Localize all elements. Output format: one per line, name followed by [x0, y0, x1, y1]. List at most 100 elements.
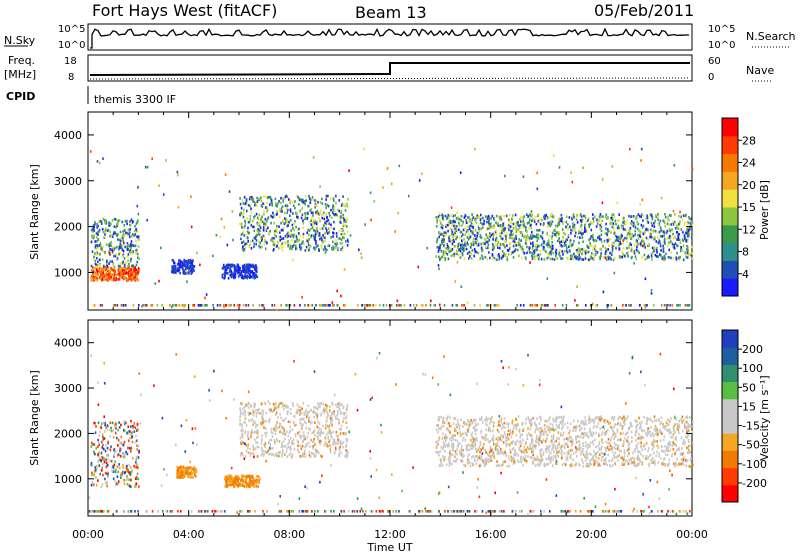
data-point [312, 221, 314, 225]
data-point [483, 222, 485, 226]
data-point [573, 216, 575, 219]
data-point [333, 213, 335, 216]
nsky-label: N.Sky [4, 34, 36, 47]
data-point [266, 208, 269, 212]
data-point [247, 443, 250, 446]
data-point [113, 265, 116, 269]
data-point [226, 243, 229, 247]
data-point [497, 224, 500, 227]
data-point [118, 238, 121, 242]
data-point [474, 228, 477, 232]
data-point [506, 233, 508, 237]
data-point [650, 213, 652, 217]
data-point [316, 412, 319, 416]
data-point [626, 240, 628, 243]
ground-scatter-point [461, 304, 463, 307]
data-point [275, 423, 278, 427]
freq-label-line2: [MHz] [4, 68, 36, 81]
data-point [535, 215, 537, 219]
data-point [319, 434, 322, 437]
data-point [582, 232, 584, 235]
data-point [327, 232, 329, 235]
data-point [248, 483, 251, 487]
data-point [639, 230, 642, 234]
data-point [158, 279, 160, 283]
data-point [101, 483, 104, 486]
data-point [569, 240, 571, 244]
data-point [466, 236, 469, 239]
data-point [447, 257, 450, 261]
data-point [670, 223, 672, 226]
data-point [342, 406, 345, 409]
data-point [542, 223, 545, 226]
data-point [137, 235, 139, 239]
data-point [283, 404, 286, 407]
data-point [254, 479, 257, 483]
data-point [243, 195, 246, 199]
data-point [543, 241, 545, 245]
data-point [321, 197, 323, 201]
data-point [257, 475, 260, 478]
ground-scatter-point [610, 304, 612, 307]
data-point [490, 217, 492, 220]
data-point [505, 232, 508, 235]
data-point [452, 233, 455, 237]
data-point [487, 246, 489, 250]
data-point [331, 419, 333, 422]
ground-scatter-point [169, 304, 171, 307]
data-point [584, 257, 587, 260]
data-point [463, 243, 465, 247]
data-point [490, 233, 493, 237]
data-point [292, 258, 294, 262]
data-point [256, 196, 258, 200]
data-point [109, 260, 111, 263]
data-point [468, 216, 470, 219]
data-point [680, 245, 682, 249]
data-point [188, 474, 190, 478]
data-point [611, 218, 614, 222]
data-point [195, 474, 197, 478]
data-point [318, 422, 321, 425]
data-point [443, 240, 445, 244]
data-point [269, 238, 272, 242]
data-point [309, 445, 311, 448]
data-point [369, 191, 372, 195]
data-point [566, 238, 569, 242]
data-point [551, 440, 553, 444]
data-point [607, 237, 610, 240]
data-point [301, 407, 303, 411]
data-point [113, 269, 115, 272]
data-point [555, 254, 557, 257]
data-point [103, 447, 105, 451]
data-point [270, 438, 272, 442]
data-point [126, 255, 129, 259]
data-point [532, 255, 534, 259]
data-point [104, 235, 106, 238]
data-point [514, 235, 517, 238]
data-point [609, 217, 612, 220]
data-point [461, 253, 464, 257]
data-point [341, 242, 343, 245]
data-point [309, 201, 312, 205]
data-point [487, 214, 490, 218]
data-point [240, 237, 242, 241]
data-point [233, 276, 235, 280]
colorbar-tick-label: 12 [742, 223, 756, 236]
data-point [441, 238, 444, 241]
data-point [126, 483, 129, 486]
data-point [325, 407, 328, 410]
data-point [303, 434, 305, 438]
data-point [318, 212, 321, 216]
data-point [657, 218, 659, 221]
data-point [326, 416, 328, 419]
data-point [364, 223, 366, 226]
data-point [489, 235, 491, 239]
data-point [225, 480, 227, 483]
data-point [640, 215, 642, 219]
data-point [506, 256, 508, 259]
data-point [464, 226, 467, 230]
data-point [225, 270, 227, 273]
data-point [631, 221, 633, 225]
data-point [507, 253, 510, 256]
data-point [455, 217, 458, 220]
